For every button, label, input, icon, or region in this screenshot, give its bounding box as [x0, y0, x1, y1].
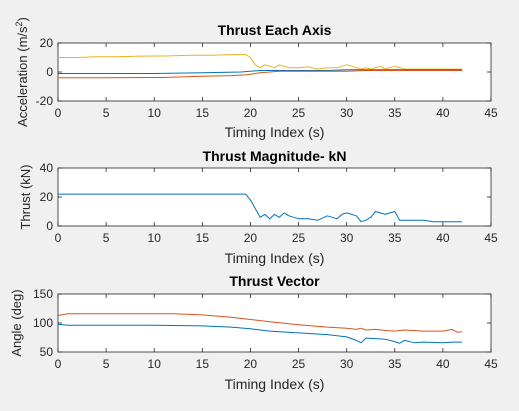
x-tick-label: 15 [196, 357, 210, 371]
y-tick-label: -20 [36, 94, 54, 108]
x-tick-label: 35 [388, 106, 402, 120]
y-tick-label: 0 [46, 65, 53, 79]
x-tick-label: 5 [103, 231, 110, 245]
x-axis-label: Timing Index (s) [225, 376, 325, 392]
chart-title: Thrust Magnitude- kN [203, 148, 347, 164]
series-lines [58, 193, 463, 223]
x-tick-label: 30 [340, 231, 354, 245]
series-lines [57, 313, 463, 344]
x-tick-label: 0 [55, 231, 62, 245]
chart-title: Thrust Vector [229, 273, 320, 289]
axes-area [57, 167, 492, 227]
x-ticks: 0 5 10 15 20 25 30 35 40 45 [55, 294, 498, 371]
series-line-2 [57, 323, 463, 344]
subplot-thrust-each-axis: Thrust Each Axis Timing Index (s) Accele… [14, 17, 498, 140]
series-line-1 [58, 193, 463, 223]
x-tick-label: 25 [292, 357, 306, 371]
x-tick-label: 30 [340, 106, 354, 120]
x-tick-label: 40 [436, 357, 450, 371]
x-tick-label: 20 [244, 106, 258, 120]
x-tick-label: 40 [436, 231, 450, 245]
y-axis-label: Thrust (kN) [18, 165, 33, 230]
y-axis-label-tail: ) [15, 17, 30, 21]
x-tick-label: 30 [340, 357, 354, 371]
y-axis-label-superscript: 2 [14, 21, 24, 26]
x-tick-label: 20 [244, 231, 258, 245]
x-tick-label: 20 [244, 357, 258, 371]
x-tick-label: 35 [388, 231, 402, 245]
series-line-2 [58, 69, 463, 74]
y-ticks: 0 20 40 [40, 161, 491, 233]
x-tick-label: 10 [148, 106, 162, 120]
y-axis-label-main: Acceleration (m/s [15, 26, 30, 127]
x-tick-label: 25 [292, 231, 306, 245]
chart-title: Thrust Each Axis [218, 22, 332, 38]
x-tick-label: 45 [484, 106, 498, 120]
y-axis-label: Acceleration (m/s2) [14, 17, 30, 127]
x-ticks: 0 5 10 15 20 25 30 35 40 45 [55, 168, 498, 245]
y-ticks: -20 0 20 [36, 36, 491, 108]
x-tick-label: 45 [484, 231, 498, 245]
y-tick-label: 100 [33, 316, 53, 330]
x-tick-label: 15 [196, 106, 210, 120]
x-ticks: 0 5 10 15 20 25 30 35 40 45 [55, 43, 498, 120]
x-tick-label: 5 [103, 106, 110, 120]
x-tick-label: 10 [148, 231, 162, 245]
series-line-1 [57, 313, 463, 333]
y-ticks: 50 100 150 [33, 287, 491, 359]
y-tick-label: 0 [46, 219, 53, 233]
y-tick-label: 40 [40, 161, 54, 175]
subplot-thrust-magnitude: Thrust Magnitude- kN Timing Index (s) Th… [18, 148, 498, 266]
subplot-thrust-vector: Thrust Vector Timing Index (s) Angle (de… [9, 273, 498, 392]
y-axis-label: Angle (deg) [9, 289, 24, 356]
y-tick-label: 20 [40, 190, 54, 204]
y-tick-label: 50 [40, 345, 54, 359]
x-tick-label: 10 [148, 357, 162, 371]
x-tick-label: 45 [484, 357, 498, 371]
x-axis-label: Timing Index (s) [225, 250, 325, 266]
axes-area [57, 293, 492, 353]
x-tick-label: 25 [292, 106, 306, 120]
x-tick-label: 5 [103, 357, 110, 371]
y-tick-label: 150 [33, 287, 53, 301]
x-tick-label: 40 [436, 106, 450, 120]
x-tick-label: 0 [55, 357, 62, 371]
x-tick-label: 15 [196, 231, 210, 245]
x-tick-label: 0 [55, 106, 62, 120]
x-tick-label: 35 [388, 357, 402, 371]
series-line-1 [58, 54, 463, 70]
y-tick-label: 20 [40, 36, 54, 50]
x-axis-label: Timing Index (s) [225, 124, 325, 140]
series-lines [58, 54, 463, 79]
series-line-3 [58, 70, 463, 79]
